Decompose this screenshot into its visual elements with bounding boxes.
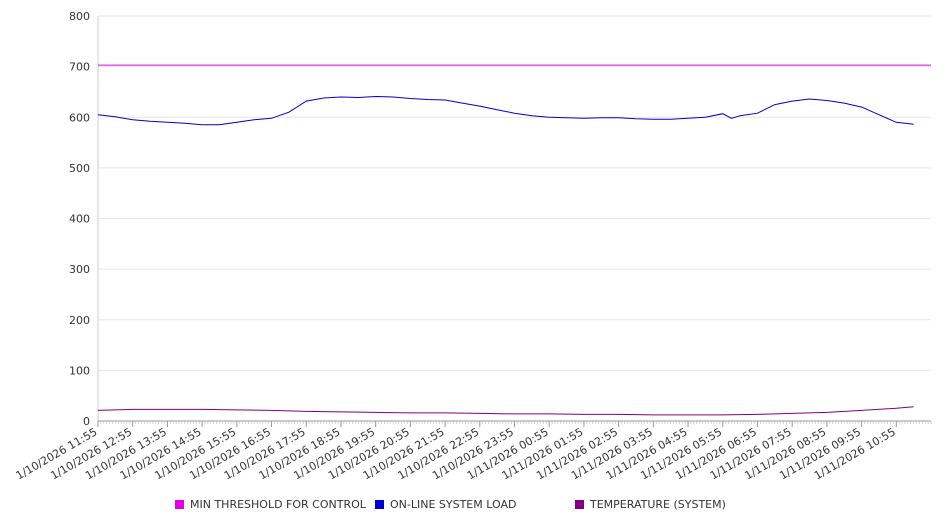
legend-swatch xyxy=(575,500,584,509)
legend-swatch xyxy=(175,500,184,509)
legend-label: ON-LINE SYSTEM LOAD xyxy=(390,498,517,511)
series-line-on-line-system-load xyxy=(97,95,914,126)
legend-item: TEMPERATURE (SYSTEM) xyxy=(575,498,726,511)
legend: MIN THRESHOLD FOR CONTROL ON-LINE SYSTEM … xyxy=(0,498,946,514)
y-tick-label: 500 xyxy=(69,162,90,175)
legend-item: ON-LINE SYSTEM LOAD xyxy=(375,498,516,511)
legend-swatch xyxy=(375,500,384,509)
series-lines xyxy=(97,64,931,416)
y-tick-label: 100 xyxy=(69,364,90,377)
y-tick-label: 400 xyxy=(69,213,90,226)
y-tick-label: 700 xyxy=(69,61,90,74)
y-tick-label: 0 xyxy=(83,415,90,428)
grid-lines xyxy=(98,15,931,371)
y-tick-label: 300 xyxy=(69,263,90,276)
legend-label: MIN THRESHOLD FOR CONTROL xyxy=(190,498,366,511)
legend-label: TEMPERATURE (SYSTEM) xyxy=(590,498,726,511)
y-tick-label: 200 xyxy=(69,314,90,327)
y-tick-label: 600 xyxy=(69,111,90,124)
legend-item: MIN THRESHOLD FOR CONTROL xyxy=(175,498,366,511)
y-tick-label: 800 xyxy=(69,10,90,23)
series-line-temperature-system xyxy=(97,406,914,416)
